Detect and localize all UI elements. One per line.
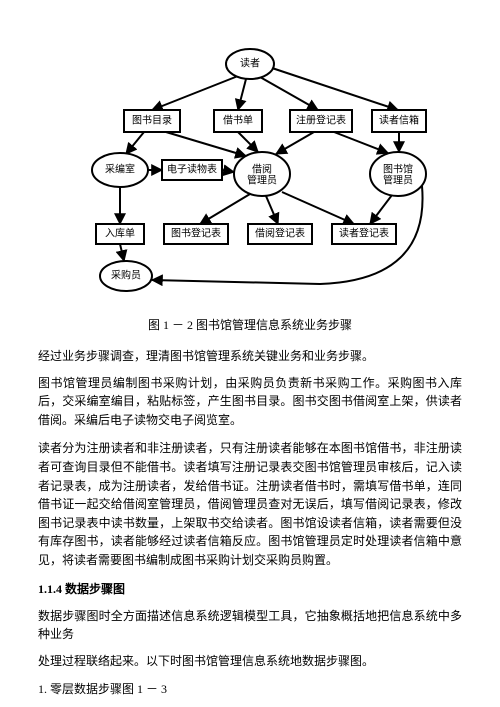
node-label: 图书目录 <box>132 114 172 126</box>
edge <box>166 132 246 156</box>
edge <box>238 132 258 152</box>
node-label: 电子读物表 <box>167 162 217 175</box>
edge <box>370 195 392 224</box>
edge <box>238 79 246 110</box>
diagram-caption: 图 1 － 2 图书馆管理信息系统业务步骤 <box>38 316 462 333</box>
edge <box>126 132 144 154</box>
node-label: 管理员 <box>247 173 277 186</box>
node-label: 借阅登记表 <box>255 226 305 239</box>
paragraph-2: 图书馆管理员编制图书采购计划，由采购员负责新书采购工作。采购图书入库后，交采编室… <box>38 374 462 430</box>
edge <box>266 196 278 224</box>
edge <box>272 68 398 110</box>
paragraph-4: 数据步骤图时全方面描述信息系统逻辑模型工具，它抽象概括地把信息系统中多种业务 <box>38 607 462 644</box>
node-label: 采编室 <box>105 162 135 175</box>
edge <box>200 194 250 224</box>
paragraph-3: 读者分为注册读者和非注册读者，只有注册读者能够在本图书馆借书，非注册读者可查询目… <box>38 439 462 569</box>
node-label: 读者登记表 <box>339 226 389 239</box>
node-label: 图书登记表 <box>171 226 221 239</box>
edge <box>222 170 234 172</box>
node-label: 借书单 <box>223 114 253 126</box>
flowchart-svg: 读者图书目录借书单注册登记表读者信箱采编室电子读物表借阅管理员图书馆管理员入库单… <box>70 40 430 300</box>
flowchart: 读者图书目录借书单注册登记表读者信箱采编室电子读物表借阅管理员图书馆管理员入库单… <box>38 40 462 300</box>
heading-1-1-4: 1.1.4 数据步骤图 <box>38 580 462 597</box>
list-item-1: 1. 零层数据步骤图 1 － 3 <box>38 680 462 697</box>
node-label: 管理员 <box>383 173 413 186</box>
node-label: 读者信箱 <box>379 113 419 126</box>
edge <box>276 132 314 154</box>
edge <box>334 132 388 153</box>
paragraph-5: 处理过程联络起来。以下时图书馆管理信息系统地数据步骤图。 <box>38 652 462 671</box>
node-label: 采购员 <box>111 268 141 281</box>
paragraph-intro: 经过业务步骤调查，理清图书馆管理系统关键业务和业务步骤。 <box>38 347 462 366</box>
node-label: 注册登记表 <box>296 113 346 126</box>
node-label: 入库单 <box>105 226 135 239</box>
edge <box>120 244 124 261</box>
edge <box>152 76 238 110</box>
document-page: 读者图书目录借书单注册登记表读者信箱采编室电子读物表借阅管理员图书馆管理员入库单… <box>0 0 500 707</box>
node-label: 借阅 <box>252 162 272 175</box>
node-label: 图书馆 <box>383 162 413 175</box>
edge <box>260 77 318 110</box>
node-label: 读者 <box>240 56 260 69</box>
edge <box>282 192 354 224</box>
